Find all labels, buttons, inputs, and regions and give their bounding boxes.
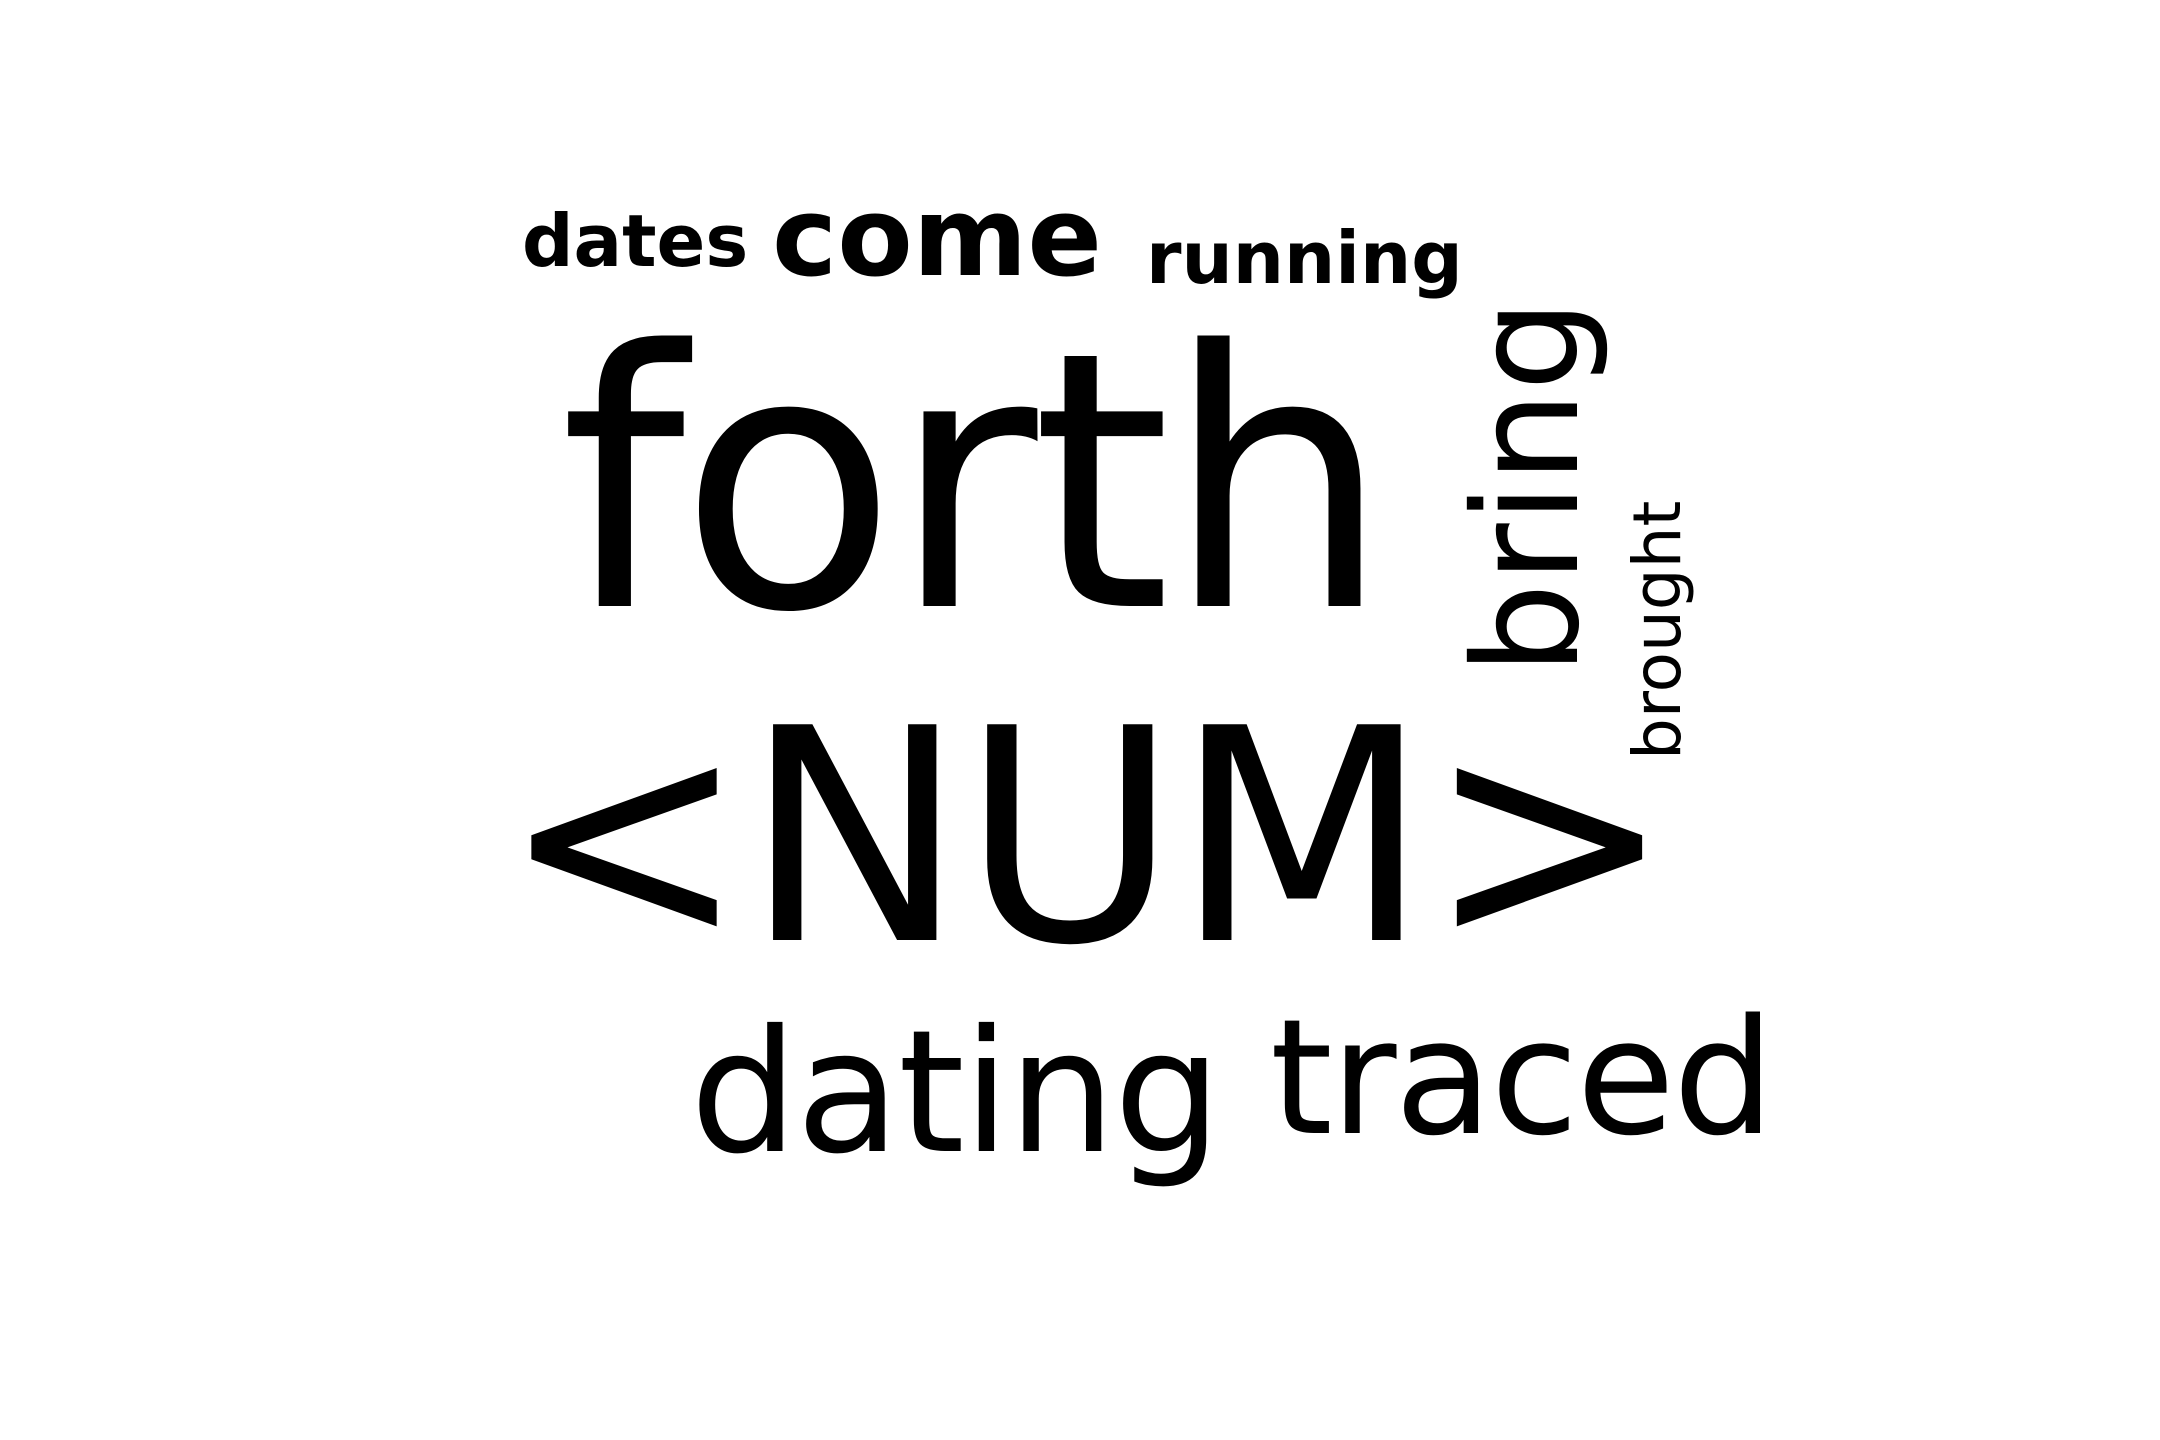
word-forth: forth <box>560 276 1391 690</box>
word-traced: traced <box>1270 984 1775 1171</box>
word-bring: bring <box>1443 299 1612 675</box>
word-dating: dating <box>690 994 1222 1192</box>
word-running: running <box>1146 216 1463 300</box>
word-come: come <box>772 173 1102 301</box>
word-dates: dates <box>522 199 749 283</box>
word-num: <NUM> <box>500 665 1673 1010</box>
